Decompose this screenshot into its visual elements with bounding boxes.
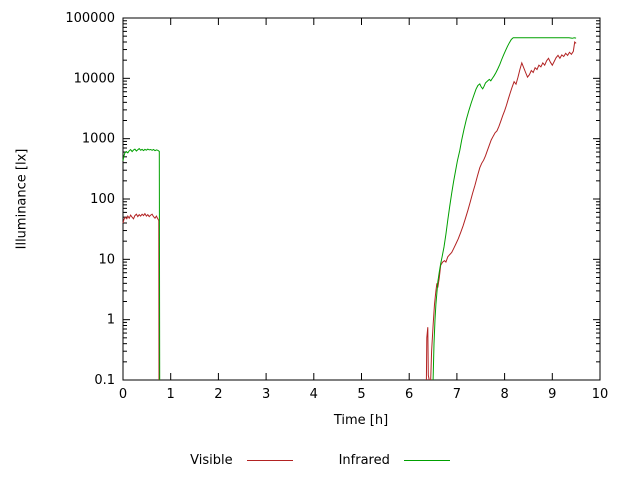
x-tick-label: 2 bbox=[214, 387, 222, 402]
y-axis-label: Illuminance [lx] bbox=[14, 148, 30, 250]
x-tick-label: 1 bbox=[167, 387, 175, 402]
x-tick-label: 0 bbox=[119, 387, 127, 402]
x-axis-ticks: 0 1 2 3 4 5 6 7 8 9 10 bbox=[119, 18, 608, 402]
y-tick-label: 1000 bbox=[82, 132, 115, 147]
y-tick-label: 1 bbox=[107, 313, 115, 328]
x-tick-label: 5 bbox=[357, 387, 365, 402]
y-tick-label: 0.1 bbox=[94, 373, 115, 388]
series-infrared bbox=[122, 37, 577, 381]
x-tick-label: 6 bbox=[405, 387, 413, 402]
legend-entry-visible: Visible bbox=[190, 453, 293, 468]
x-tick-label: 4 bbox=[310, 387, 318, 402]
y-tick-label: 10 bbox=[98, 252, 115, 267]
legend-line-visible-icon bbox=[246, 460, 293, 461]
legend-label-infrared: Infrared bbox=[338, 453, 390, 468]
series-line bbox=[430, 40, 577, 381]
x-axis-label: Time [h] bbox=[333, 413, 389, 428]
series-line bbox=[425, 327, 430, 381]
plot-border bbox=[122, 17, 601, 381]
series-line bbox=[122, 147, 161, 381]
x-tick-label: 10 bbox=[592, 387, 609, 402]
y-axis-minor-ticks bbox=[123, 20, 600, 363]
y-tick-label: 100000 bbox=[65, 11, 115, 26]
x-tick-label: 7 bbox=[453, 387, 461, 402]
series-line bbox=[122, 212, 160, 381]
series-line bbox=[432, 37, 577, 381]
y-axis-ticks: 0.1 1 10 100 1000 10000 100000 bbox=[65, 11, 600, 388]
legend: Visible Infrared bbox=[0, 453, 640, 468]
legend-line-infrared-icon bbox=[403, 460, 450, 461]
series-visible bbox=[122, 40, 577, 381]
legend-label-visible: Visible bbox=[190, 453, 233, 468]
x-tick-label: 8 bbox=[500, 387, 508, 402]
y-tick-label: 10000 bbox=[74, 71, 115, 86]
x-tick-label: 9 bbox=[548, 387, 556, 402]
legend-entry-infrared: Infrared bbox=[339, 453, 450, 468]
x-tick-label: 3 bbox=[262, 387, 270, 402]
y-tick-label: 100 bbox=[90, 192, 115, 207]
